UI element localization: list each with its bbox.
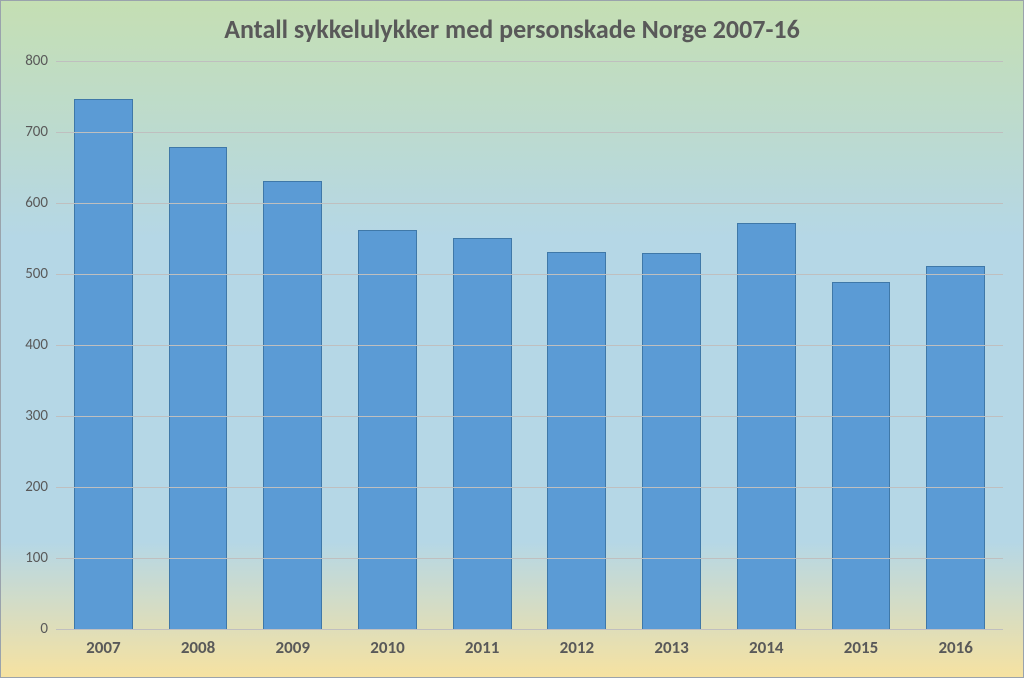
bar — [832, 282, 891, 629]
x-tick-label: 2016 — [938, 637, 972, 658]
y-tick-label: 500 — [25, 265, 48, 283]
y-tick-label: 100 — [25, 549, 48, 567]
y-tick-label: 700 — [25, 123, 48, 141]
y-tick-label: 0 — [40, 620, 48, 638]
x-tick-label: 2007 — [86, 637, 120, 658]
bar — [547, 252, 606, 629]
gridline — [56, 61, 1003, 62]
bar — [263, 181, 322, 629]
y-tick-label: 300 — [25, 407, 48, 425]
plot-area: 2007200820092010201120122013201420152016… — [56, 61, 1003, 629]
x-tick-label: 2014 — [749, 637, 783, 658]
gridline — [56, 416, 1003, 417]
bar — [737, 223, 796, 629]
gridline — [56, 629, 1003, 630]
x-tick-label: 2011 — [465, 637, 499, 658]
x-tick-label: 2010 — [370, 637, 404, 658]
gridline — [56, 487, 1003, 488]
bar — [358, 230, 417, 629]
bar — [642, 253, 701, 629]
x-tick-label: 2008 — [181, 637, 215, 658]
gridline — [56, 132, 1003, 133]
gridline — [56, 203, 1003, 204]
bar — [169, 147, 228, 629]
gridline — [56, 345, 1003, 346]
gridline — [56, 558, 1003, 559]
y-tick-label: 200 — [25, 478, 48, 496]
y-tick-label: 400 — [25, 336, 48, 354]
y-tick-label: 800 — [25, 52, 48, 70]
bar — [74, 99, 133, 629]
bar — [453, 238, 512, 630]
gridline — [56, 274, 1003, 275]
x-tick-label: 2015 — [844, 637, 878, 658]
x-tick-label: 2013 — [654, 637, 688, 658]
bar-chart: Antall sykkelulykker med personskade Nor… — [0, 0, 1024, 678]
x-tick-label: 2009 — [276, 637, 310, 658]
chart-title: Antall sykkelulykker med personskade Nor… — [1, 13, 1023, 45]
y-tick-label: 600 — [25, 194, 48, 212]
bar — [926, 266, 985, 629]
x-tick-label: 2012 — [560, 637, 594, 658]
